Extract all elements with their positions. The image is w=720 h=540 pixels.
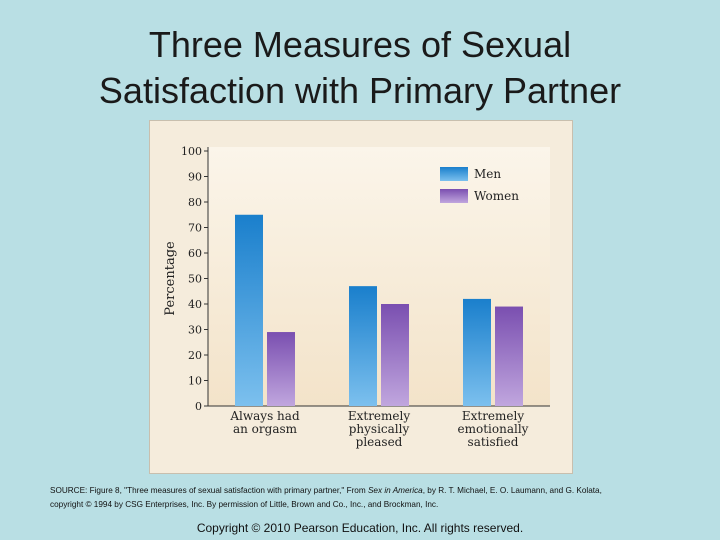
y-tick-label: 60 <box>188 247 202 260</box>
y-tick-label: 10 <box>188 375 202 388</box>
bar-men-3 <box>463 298 491 406</box>
y-tick-label: 20 <box>188 349 202 362</box>
legend-swatch-men <box>440 167 468 181</box>
x-category-label: Always had <box>229 409 300 423</box>
x-category-label: physically <box>349 422 410 436</box>
bar-women-2 <box>381 304 409 406</box>
x-category-label: pleased <box>356 435 403 449</box>
legend-label-women: Women <box>474 189 519 203</box>
y-tick-label: 90 <box>188 171 202 184</box>
source-suffix: , by R. T. Michael, E. O. Laumann, and G… <box>422 486 602 495</box>
y-axis-title: Percentage <box>163 241 178 316</box>
bar-chart: 0 10 20 30 40 50 60 70 80 90 100 Percentage Always h… <box>163 145 550 449</box>
bar-women-1 <box>267 332 295 406</box>
y-tick-label: 100 <box>181 145 202 158</box>
x-category-label: an orgasm <box>233 422 298 436</box>
legend-label-men: Men <box>474 167 501 181</box>
y-tick-label: 40 <box>188 298 202 311</box>
legend-swatch-women <box>440 189 468 203</box>
x-category-label: emotionally <box>458 422 529 436</box>
y-tick-label: 70 <box>188 222 202 235</box>
source-line-2: copyright © 1994 by CSG Enterprises, Inc… <box>50 500 439 509</box>
y-tick-label: 50 <box>188 273 202 286</box>
source-prefix: SOURCE: Figure 8, "Three measures of sex… <box>50 486 368 495</box>
x-category-label: Extremely <box>462 409 525 423</box>
x-category-label: Extremely <box>348 409 411 423</box>
y-tick-label: 30 <box>188 324 202 337</box>
y-tick-label: 80 <box>188 196 202 209</box>
plot-area <box>208 147 550 406</box>
bar-women-3 <box>495 306 523 406</box>
y-tick-label: 0 <box>195 400 202 413</box>
copyright-footer: Copyright © 2010 Pearson Education, Inc.… <box>196 521 524 535</box>
figure-panel: 0 10 20 30 40 50 60 70 80 90 100 Percentage Always h… <box>149 120 573 474</box>
source-book-title: Sex in America <box>367 486 423 495</box>
slide-title: Three Measures of Sexual Satisfaction wi… <box>20 22 700 114</box>
slide-title-line-2: Satisfaction with Primary Partner <box>98 70 622 111</box>
x-category-label: satisfied <box>468 435 519 449</box>
source-note: SOURCE: Figure 8, "Three measures of sex… <box>50 484 680 512</box>
bar-men-2 <box>349 286 377 406</box>
slide-title-line-1: Three Measures of Sexual <box>148 24 572 65</box>
bar-men-1 <box>235 214 263 406</box>
